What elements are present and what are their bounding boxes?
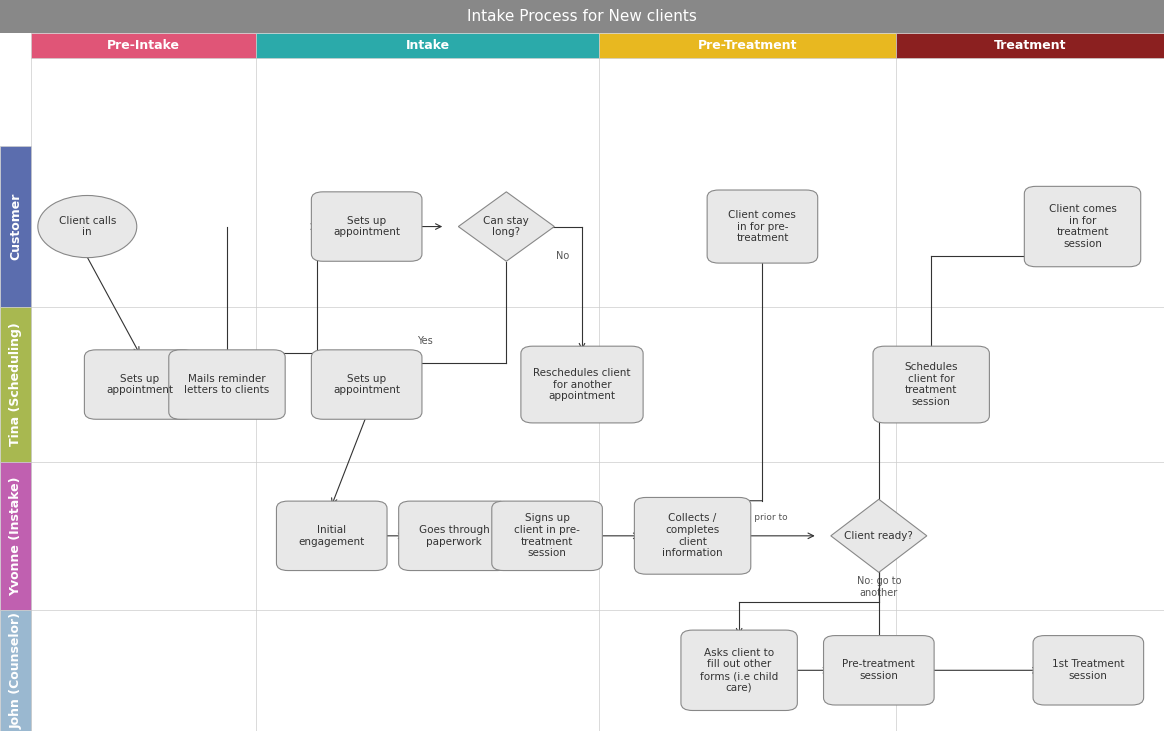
FancyBboxPatch shape: [896, 33, 1164, 59]
Text: Yvonne (Instake): Yvonne (Instake): [9, 476, 22, 596]
FancyBboxPatch shape: [311, 349, 421, 419]
Text: Sets up
appointment: Sets up appointment: [333, 374, 400, 395]
FancyBboxPatch shape: [634, 497, 751, 574]
Text: Pre-Intake: Pre-Intake: [107, 39, 180, 52]
Text: Client ready?: Client ready?: [844, 531, 914, 541]
FancyBboxPatch shape: [681, 630, 797, 711]
Text: Intake: Intake: [406, 39, 449, 52]
FancyBboxPatch shape: [169, 349, 285, 419]
Polygon shape: [831, 499, 927, 572]
FancyBboxPatch shape: [873, 347, 989, 423]
Text: No: No: [555, 251, 569, 260]
Text: Yes: Yes: [417, 335, 433, 346]
Text: Tina (Scheduling): Tina (Scheduling): [9, 323, 22, 447]
Text: Pre-Treatment: Pre-Treatment: [698, 39, 797, 52]
Text: Goes through
paperwork: Goes through paperwork: [419, 525, 489, 547]
Text: No: go to
another: No: go to another: [857, 577, 901, 598]
FancyBboxPatch shape: [0, 307, 31, 462]
FancyBboxPatch shape: [599, 33, 896, 59]
Polygon shape: [459, 192, 554, 261]
Text: John (Counselor): John (Counselor): [9, 612, 22, 729]
Ellipse shape: [37, 195, 136, 257]
FancyBboxPatch shape: [491, 501, 602, 571]
FancyBboxPatch shape: [31, 33, 256, 59]
Text: Given prior to: Given prior to: [725, 513, 788, 522]
Text: Sets up
appointment: Sets up appointment: [333, 216, 400, 237]
FancyBboxPatch shape: [0, 610, 31, 731]
Text: Asks client to
fill out other
forms (i.e child
care): Asks client to fill out other forms (i.e…: [700, 648, 779, 693]
FancyBboxPatch shape: [398, 501, 509, 571]
Text: Yes: Yes: [935, 350, 951, 361]
FancyBboxPatch shape: [256, 33, 599, 59]
FancyBboxPatch shape: [0, 146, 31, 307]
Text: Pre-treatment
session: Pre-treatment session: [843, 660, 915, 681]
Text: Intake Process for New clients: Intake Process for New clients: [467, 9, 697, 24]
Text: 1st Treatment
session: 1st Treatment session: [1052, 660, 1124, 681]
Text: Reschedules client
for another
appointment: Reschedules client for another appointme…: [533, 368, 631, 401]
Text: Schedules
client for
treatment
session: Schedules client for treatment session: [904, 362, 958, 407]
FancyBboxPatch shape: [0, 0, 1164, 33]
Text: Signs up
client in pre-
treatment
session: Signs up client in pre- treatment sessio…: [514, 513, 580, 558]
Text: Collects /
completes
client
information: Collects / completes client information: [662, 513, 723, 558]
Text: Initial
engagement: Initial engagement: [299, 525, 364, 547]
Text: Client comes
in for
treatment
session: Client comes in for treatment session: [1049, 204, 1116, 249]
FancyBboxPatch shape: [311, 192, 421, 261]
FancyBboxPatch shape: [707, 190, 817, 263]
FancyBboxPatch shape: [1034, 636, 1143, 705]
Text: Mails reminder
letters to clients: Mails reminder letters to clients: [184, 374, 270, 395]
Text: Treatment: Treatment: [994, 39, 1066, 52]
Text: Client calls
in: Client calls in: [58, 216, 116, 237]
Text: Sets up
appointment: Sets up appointment: [106, 374, 173, 395]
Text: Client comes
in for pre-
treatment: Client comes in for pre- treatment: [729, 210, 796, 243]
FancyBboxPatch shape: [823, 636, 934, 705]
Text: Customer: Customer: [9, 193, 22, 260]
FancyBboxPatch shape: [520, 347, 643, 423]
FancyBboxPatch shape: [1024, 186, 1141, 266]
FancyBboxPatch shape: [0, 462, 31, 610]
Text: Can stay
long?: Can stay long?: [483, 216, 530, 237]
FancyBboxPatch shape: [276, 501, 386, 571]
FancyBboxPatch shape: [84, 349, 194, 419]
